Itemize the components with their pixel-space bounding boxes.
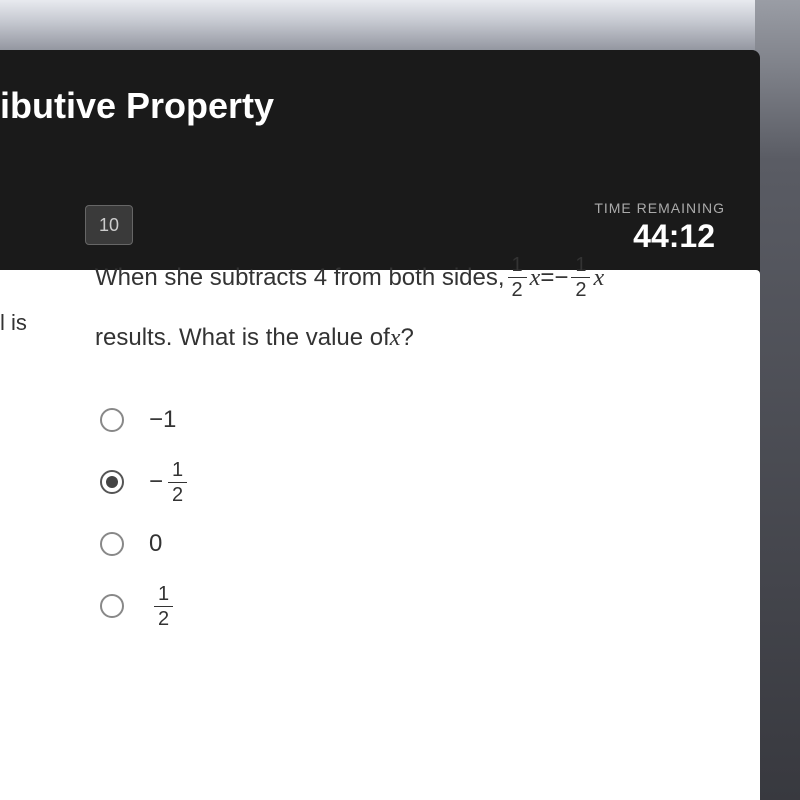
- time-remaining-value: 44:12: [633, 218, 715, 255]
- top-edge-gradient: [0, 0, 800, 55]
- equation-right-num: 1: [571, 255, 590, 278]
- equation-left-num: 1: [508, 255, 527, 278]
- option-row-4[interactable]: 1 2: [100, 586, 190, 626]
- equation-right-var: x: [593, 260, 604, 296]
- option-label-1: −1: [149, 406, 176, 434]
- context-fragment: l is: [0, 310, 27, 336]
- time-remaining-label: TIME REMAINING: [594, 200, 725, 216]
- equation-left-var: x: [530, 260, 541, 296]
- radio-button-4[interactable]: [100, 594, 124, 618]
- question-number-box[interactable]: 10: [85, 205, 133, 245]
- option-2-den: 2: [168, 483, 187, 505]
- question-text-part2: results. What is the value of: [95, 320, 390, 356]
- option-2-num: 1: [168, 460, 187, 483]
- option-2-neg: −: [149, 468, 163, 496]
- question-line-2: results. What is the value of x ?: [95, 320, 735, 356]
- option-row-3[interactable]: 0: [100, 524, 190, 564]
- options-container: −1 − 1 2 0 1 2: [100, 400, 190, 626]
- equation-right-fraction: 1 2: [571, 255, 590, 300]
- option-label-4: 1 2: [149, 584, 176, 629]
- option-2-fraction: 1 2: [168, 460, 187, 505]
- question-variable: x: [390, 320, 401, 356]
- option-4-fraction: 1 2: [154, 584, 173, 629]
- equation-left-den: 2: [508, 278, 527, 300]
- question-text-part1: When she subtracts 4 from both sides,: [95, 260, 505, 296]
- question-text: When she subtracts 4 from both sides, 1 …: [95, 255, 735, 356]
- equation-left-fraction: 1 2: [508, 255, 527, 300]
- right-edge-gradient: [755, 0, 800, 800]
- question-text-part3: ?: [400, 320, 413, 356]
- option-4-num: 1: [154, 584, 173, 607]
- question-line-1: When she subtracts 4 from both sides, 1 …: [95, 255, 735, 300]
- radio-button-2[interactable]: [100, 470, 124, 494]
- option-row-1[interactable]: −1: [100, 400, 190, 440]
- option-label-2: − 1 2: [149, 460, 190, 505]
- equation-right-neg: −: [554, 260, 568, 296]
- equation-equals: =: [540, 260, 554, 296]
- equation-right-den: 2: [571, 278, 590, 300]
- radio-button-3[interactable]: [100, 532, 124, 556]
- option-4-den: 2: [154, 607, 173, 629]
- question-number: 10: [99, 215, 119, 236]
- option-label-3: 0: [149, 530, 162, 558]
- page-title: ibutive Property: [0, 85, 274, 127]
- option-row-2[interactable]: − 1 2: [100, 462, 190, 502]
- radio-button-1[interactable]: [100, 408, 124, 432]
